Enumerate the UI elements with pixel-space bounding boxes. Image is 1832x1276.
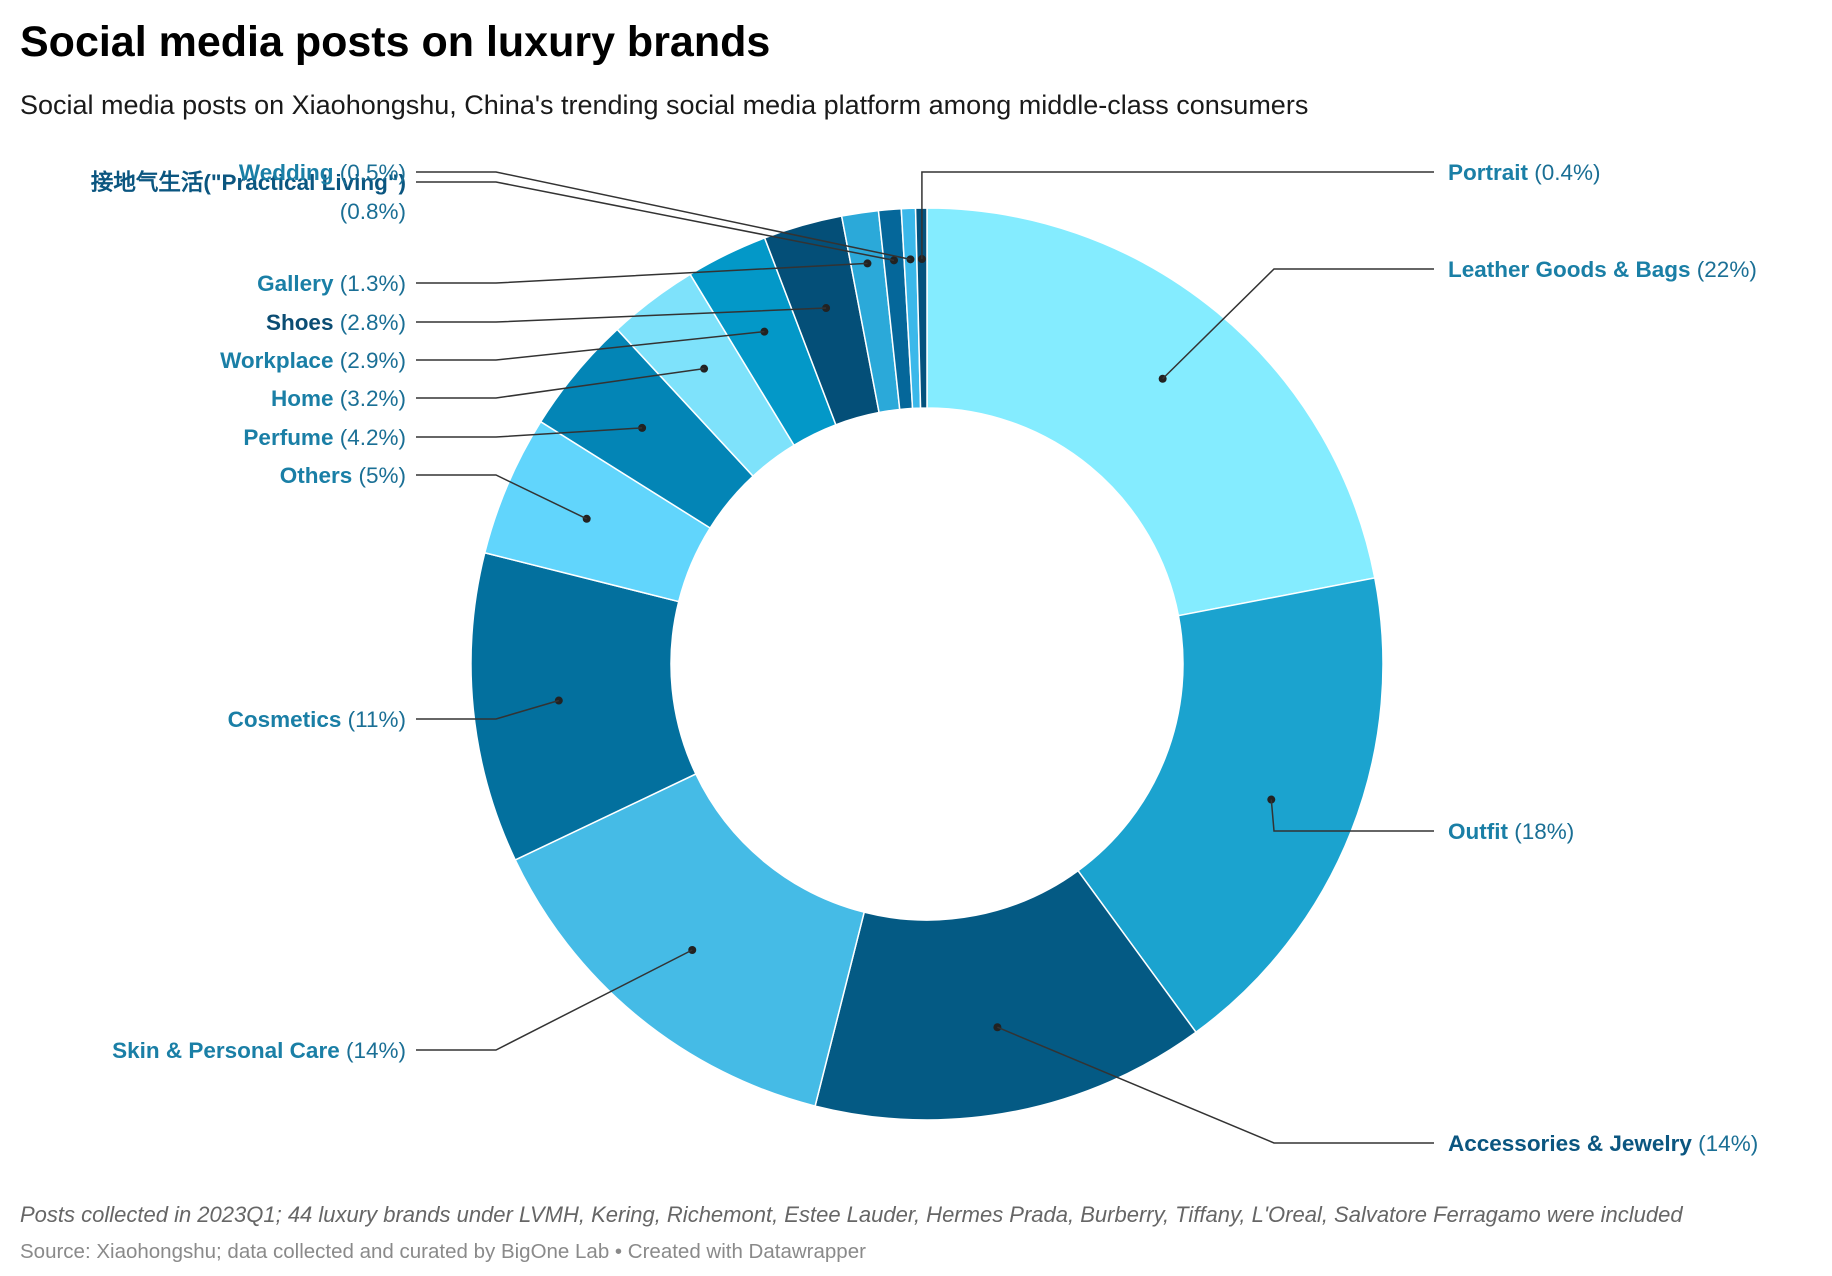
slice-label-name: Home [271,386,334,411]
slice-label-value: (0.5%) [333,160,406,185]
leader-line-perfume [416,427,643,438]
leader-line-home [416,367,705,399]
leader-line-workplace [416,330,765,361]
leader-line-portrait [921,171,1434,260]
slice-label-name: Shoes [266,310,334,335]
slice-label-value: (5%) [352,463,406,488]
slice-label-value: (0.4%) [1528,160,1601,185]
slice-label-name: Outfit [1448,819,1508,844]
slice-label-value: (3.2%) [333,386,406,411]
slice-accessories-jewelry [814,869,1198,1121]
slice-label-name: Cosmetics [228,707,342,732]
donut-chart: Leather Goods & Bags (22%) Outfit (18%) Ac… [91,160,1758,1156]
slice-label-value: (18%) [1508,819,1574,844]
slice-label-others: Others (5%) [280,463,406,488]
leader-line-leather-goods-bags [1162,268,1434,380]
slice-label-perfume: Perfume (4.2%) [243,425,406,450]
slice-label-value: (2.9%) [333,348,406,373]
chart-notes: Posts collected in 2023Q1; 44 luxury bra… [20,1202,1683,1227]
slice-label-name: Leather Goods & Bags [1448,257,1691,282]
leader-line-skin-personal-care [416,949,693,1051]
slice-label-value: (14%) [340,1038,406,1063]
slice-labels: Leather Goods & Bags (22%) Outfit (18%) Ac… [91,160,1758,1156]
slice-label-value: (14%) [1692,1131,1758,1156]
leader-line-shoes [416,307,827,323]
slice-label-name: Skin & Personal Care [112,1038,340,1063]
slice-label-outfit: Outfit (18%) [1448,819,1574,844]
slice-label-name: Accessories & Jewelry [1448,1131,1692,1156]
leader-line-cosmetics [416,699,560,720]
slice-label-name: Gallery [257,271,334,296]
slice-label-workplace: Workplace (2.9%) [220,348,406,373]
leader-line-accessories-jewelry [997,1026,1434,1144]
slice-label-name: Perfume [243,425,333,450]
leader-line-wedding [416,171,911,261]
slice-label-value: (2.8%) [333,310,406,335]
slice-label-shoes: Shoes (2.8%) [266,310,406,335]
slice-leather-goods-bags [926,207,1376,617]
slice-label-practical-living: 接地气生活("Practical Living") (0.8%) [91,169,406,224]
slice-label-name: Wedding [239,160,334,185]
slice-label-name: 接地气生活("Practical Living") [91,169,406,195]
slice-label-portrait: Portrait (0.4%) [1448,160,1601,185]
slice-label-name: Portrait [1448,160,1529,185]
slice-label-home: Home (3.2%) [271,386,406,411]
slice-label-wedding: Wedding (0.5%) [239,160,406,185]
slice-label-gallery: Gallery (1.3%) [257,271,406,296]
slice-label-cosmetics: Cosmetics (11%) [228,707,406,732]
leader-line-practical-living [416,181,895,262]
leader-line-gallery [416,262,868,284]
slice-label-value: (0.8%) [340,199,406,224]
chart-subtitle: Social media posts on Xiaohongshu, China… [20,90,1309,120]
leader-line-outfit [1270,799,1434,832]
slice-label-name: Workplace [220,348,333,373]
slice-skin-personal-care [514,772,866,1107]
leader-lines [416,171,1434,1144]
slice-label-leather-goods-bags: Leather Goods & Bags (22%) [1448,257,1757,282]
slice-label-value: (4.2%) [333,425,406,450]
slice-label-value: (22%) [1691,257,1757,282]
slice-outfit [1076,577,1384,1034]
donut-slices [470,207,1384,1121]
slice-label-value: (1.3%) [333,271,406,296]
slice-label-value: (11%) [341,707,406,732]
slice-label-accessories-jewelry: Accessories & Jewelry (14%) [1448,1131,1758,1156]
leader-line-others [416,474,588,520]
slice-label-skin-personal-care: Skin & Personal Care (14%) [112,1038,406,1063]
slice-label-name: Others [280,463,353,488]
chart-title: Social media posts on luxury brands [20,18,771,66]
chart-source: Source: Xiaohongshu; data collected and … [20,1240,866,1263]
